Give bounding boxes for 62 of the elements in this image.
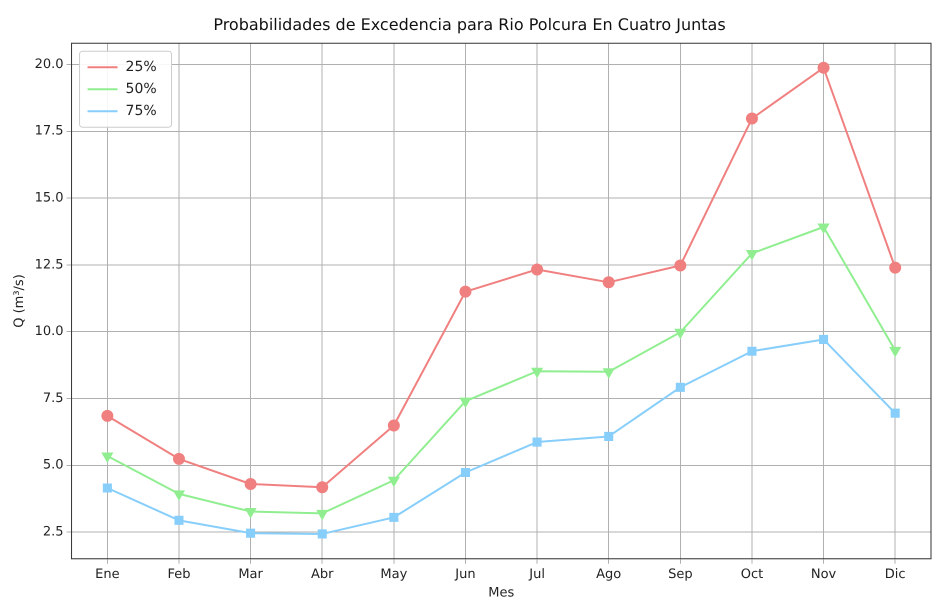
point xyxy=(246,528,256,538)
point xyxy=(388,476,400,486)
x-tick-label: Ene xyxy=(95,566,120,582)
point xyxy=(818,224,829,233)
point xyxy=(532,368,542,378)
x-tick-label: Jun xyxy=(454,566,476,582)
point xyxy=(890,346,901,356)
y-tick-label: 15.0 xyxy=(34,190,64,206)
y-tick-label: 5.0 xyxy=(42,458,64,473)
legend-label: 50% xyxy=(126,80,157,97)
y-tick-label: 10.0 xyxy=(34,324,64,340)
point xyxy=(460,398,471,408)
point xyxy=(531,263,544,276)
point xyxy=(532,438,542,447)
x-tick-label: Dic xyxy=(884,566,906,582)
y-tick-label: 17.5 xyxy=(34,124,64,139)
x-tick-label: Jul xyxy=(528,566,545,582)
point xyxy=(602,276,615,288)
point xyxy=(676,382,685,392)
point xyxy=(174,516,184,525)
point xyxy=(388,419,400,432)
legend-label: 75% xyxy=(126,102,157,119)
point xyxy=(318,529,327,538)
point xyxy=(674,259,686,272)
x-tick-label: May xyxy=(380,566,408,582)
y-tick-label: 7.5 xyxy=(42,390,64,406)
x-tick-label: Abr xyxy=(310,566,334,582)
point xyxy=(102,452,113,462)
legend-label: 25% xyxy=(126,58,157,75)
x-axis-title: Mes xyxy=(488,586,514,601)
point xyxy=(818,62,830,74)
chart-title: Probabilidades de Excedencia para Rio Polcura En Cuatro Juntas xyxy=(213,14,726,34)
point xyxy=(389,512,398,522)
x-tick-label: Mar xyxy=(238,566,264,582)
point xyxy=(101,410,114,422)
point xyxy=(245,508,256,518)
point xyxy=(459,286,472,298)
point xyxy=(746,112,758,125)
point xyxy=(604,432,614,441)
point xyxy=(460,468,470,478)
point xyxy=(819,334,828,344)
point xyxy=(889,262,902,274)
point xyxy=(244,478,257,490)
point xyxy=(316,481,328,494)
point xyxy=(603,368,614,378)
point xyxy=(316,510,328,520)
point xyxy=(747,346,756,356)
point xyxy=(102,483,112,493)
point xyxy=(172,452,185,465)
y-tick-label: 20.0 xyxy=(34,56,64,72)
x-tick-label: Oct xyxy=(740,566,764,582)
x-tick-label: Feb xyxy=(167,566,190,582)
y-tick-label: 2.5 xyxy=(42,524,64,540)
point xyxy=(174,490,184,500)
point xyxy=(674,328,686,338)
point xyxy=(890,408,900,418)
x-tick-label: Ago xyxy=(596,566,622,582)
y-axis-title: Q (m³/s) xyxy=(12,274,28,328)
y-tick-label: 12.5 xyxy=(34,257,64,272)
x-tick-label: Sep xyxy=(668,566,693,582)
x-tick-label: Nov xyxy=(810,566,837,582)
point xyxy=(746,250,758,260)
